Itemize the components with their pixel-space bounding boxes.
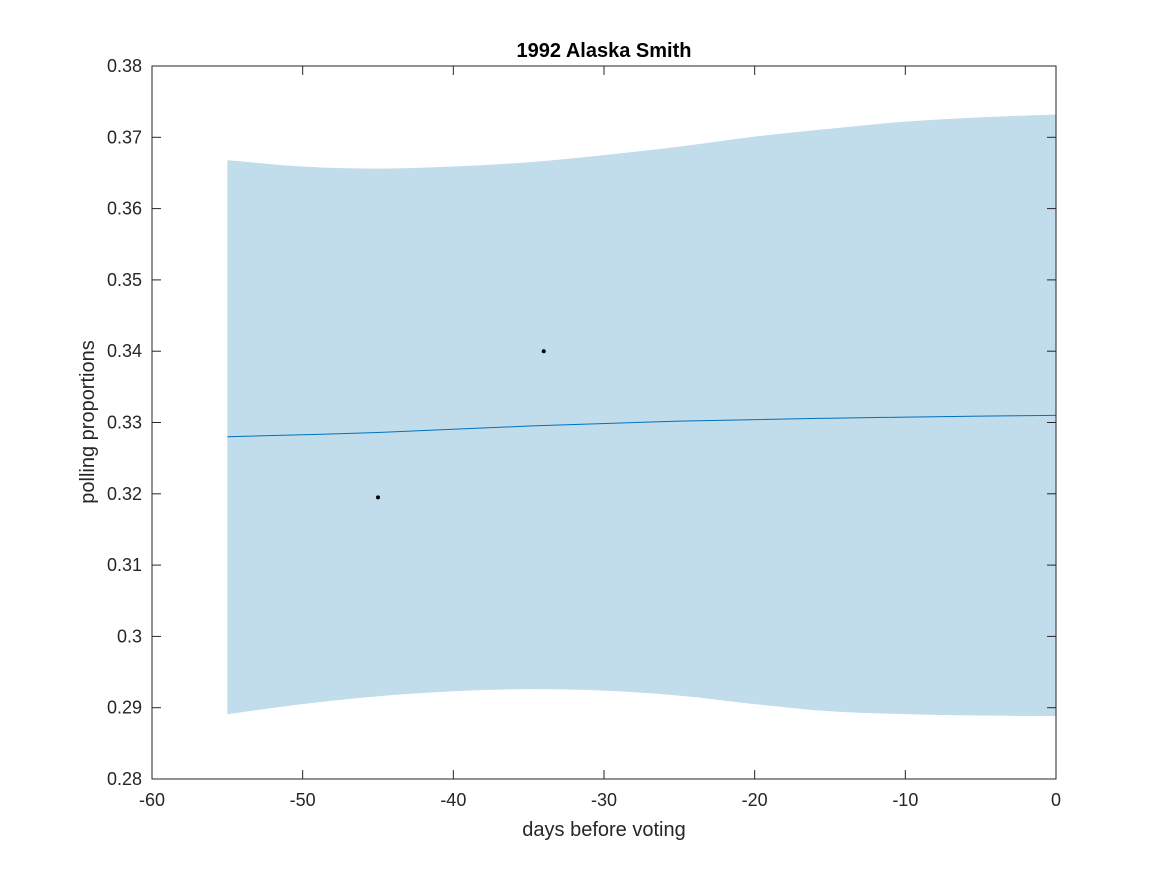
y-axis-title: polling proportions (77, 340, 99, 503)
y-tick-label: 0.31 (107, 555, 142, 575)
x-tick-label: -20 (742, 790, 768, 810)
y-tick-label: 0.34 (107, 341, 142, 361)
x-tick-label: -40 (440, 790, 466, 810)
x-tick-label: -60 (139, 790, 165, 810)
x-tick-label: -30 (591, 790, 617, 810)
x-axis-title: days before voting (522, 819, 685, 841)
data-points (376, 349, 546, 500)
x-axis: -60 -50 -40 -30 -20 -10 0 (139, 66, 1061, 810)
y-tick-label: 0.33 (107, 413, 142, 433)
chart-title: 1992 Alaska Smith (517, 40, 692, 62)
data-point (376, 495, 380, 500)
y-tick-label: 0.37 (107, 127, 142, 147)
y-tick-label: 0.29 (107, 698, 142, 718)
confidence-band (227, 114, 1056, 717)
y-tick-label: 0.32 (107, 484, 142, 504)
x-tick-label: 0 (1051, 790, 1061, 810)
data-point (541, 349, 546, 354)
y-axis: 0.28 0.29 0.3 0.31 0.32 0.33 0.34 0.35 0.36 0.37 0… (107, 56, 1056, 789)
y-tick-label: 0.35 (107, 270, 142, 290)
x-tick-label: -10 (892, 790, 918, 810)
y-tick-label: 0.3 (117, 626, 142, 646)
y-tick-label: 0.28 (107, 769, 142, 789)
y-tick-label: 0.38 (107, 56, 142, 76)
y-tick-label: 0.36 (107, 199, 142, 219)
x-tick-label: -50 (290, 790, 316, 810)
fit-line (227, 414, 1057, 438)
